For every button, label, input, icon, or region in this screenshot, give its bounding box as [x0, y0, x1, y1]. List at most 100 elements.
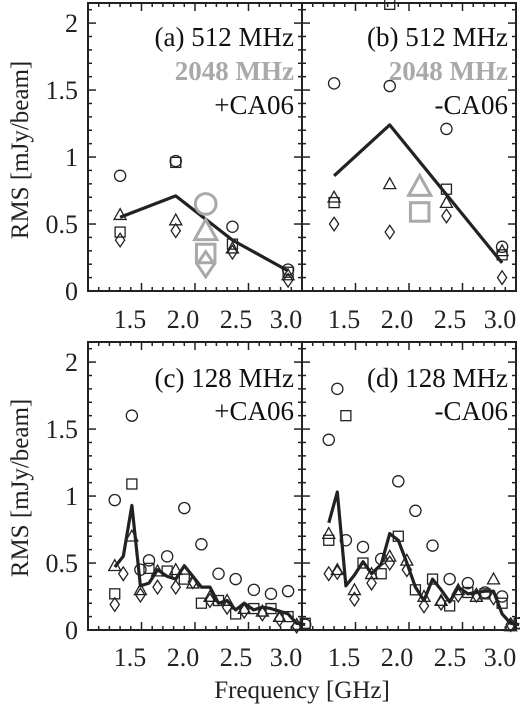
triangle-marker — [124, 528, 139, 542]
panel-ticks — [88, 342, 303, 630]
square-marker — [265, 602, 277, 615]
circle-marker — [443, 572, 456, 586]
circle-marker — [193, 192, 218, 216]
triangle-marker — [202, 589, 218, 602]
triangle-marker — [347, 582, 362, 596]
triangle-marker — [486, 571, 501, 585]
triangle-marker — [326, 189, 342, 203]
diamond-marker — [441, 208, 452, 224]
triangle-marker — [406, 172, 434, 197]
triangle-marker — [112, 207, 128, 221]
series-line — [113, 503, 306, 627]
diamond-marker — [109, 596, 121, 613]
marks-layer — [107, 0, 520, 634]
y-tick-label: 0 — [65, 616, 78, 645]
diamond-marker — [170, 222, 182, 239]
panel-d-label: (d) 128 MHz — [367, 363, 508, 393]
diamond-marker — [384, 224, 396, 241]
triangle-marker — [133, 582, 148, 596]
triangle-marker — [399, 553, 414, 566]
series-line — [333, 123, 504, 264]
diamond-marker — [496, 269, 508, 286]
panel-d-config-label: -CA06 — [435, 396, 509, 426]
circle-marker — [281, 584, 295, 598]
square-marker — [114, 226, 126, 238]
circle-marker — [108, 493, 122, 507]
x-tick-label: 1.5 — [328, 643, 361, 672]
diamond-marker — [435, 595, 447, 612]
square-marker — [143, 562, 155, 575]
triangle-marker — [280, 267, 296, 281]
triangle-marker — [364, 566, 379, 580]
panel-ticks — [302, 342, 517, 630]
circle-marker — [195, 538, 208, 551]
panel-ticks — [88, 3, 303, 291]
square-marker — [357, 557, 369, 569]
x-tick-label: 2.0 — [167, 643, 200, 672]
diamond-marker — [257, 605, 268, 622]
circle-marker — [134, 563, 147, 576]
diamond-marker — [505, 616, 517, 633]
series-line — [119, 194, 289, 273]
square-marker — [340, 410, 352, 422]
diamond-marker — [238, 603, 250, 620]
circle-marker — [125, 409, 139, 422]
panel-a-gray-label: 2048 MHz — [175, 56, 294, 86]
circle-marker — [392, 475, 405, 488]
circle-marker — [212, 567, 225, 580]
square-marker — [426, 573, 439, 585]
triangle-marker — [451, 582, 466, 596]
diamond-marker — [274, 611, 285, 628]
y-tick-label: 0.5 — [46, 549, 79, 578]
y-tick-label: 1 — [65, 482, 78, 511]
ticks-layer — [88, 3, 517, 630]
diamond-marker — [221, 599, 233, 616]
diamond-marker — [349, 591, 360, 608]
diamond-marker — [401, 561, 413, 578]
y-axis-title: RMS [mJy/beam] — [7, 399, 34, 577]
diamond-marker — [452, 587, 464, 604]
y-tick-label: 0.5 — [46, 210, 79, 239]
triangle-marker — [416, 589, 432, 602]
diamond-marker — [366, 575, 377, 592]
diamond-marker — [152, 579, 163, 596]
circle-marker — [226, 220, 239, 233]
square-marker — [194, 242, 217, 265]
circle-marker — [383, 79, 396, 93]
diamond-marker — [114, 232, 126, 249]
circle-marker — [331, 382, 344, 396]
triangle-marker — [382, 548, 397, 562]
square-marker — [282, 266, 294, 278]
panel-a-config-label: +CA06 — [214, 90, 294, 120]
circle-marker — [495, 240, 509, 254]
square-marker — [408, 201, 431, 223]
circle-marker — [339, 534, 353, 547]
x-tick-label: 2.0 — [381, 305, 414, 334]
circle-marker — [229, 572, 242, 586]
y-tick-label: 1 — [65, 143, 78, 172]
panel-marks — [112, 154, 296, 289]
square-marker — [440, 183, 453, 195]
square-marker — [126, 478, 138, 490]
square-marker — [384, 0, 396, 10]
diamond-marker — [170, 579, 182, 596]
triangle-marker — [168, 562, 183, 576]
x-tick-label: 3.0 — [484, 305, 517, 334]
square-marker — [375, 568, 387, 580]
x-tick-label: 2.5 — [220, 643, 253, 672]
triangle-marker — [150, 563, 165, 577]
triangle-marker — [225, 240, 240, 254]
diamond-marker — [488, 589, 499, 606]
square-marker — [323, 534, 335, 546]
circle-marker — [374, 552, 388, 566]
circle-marker — [247, 583, 261, 597]
circle-marker — [426, 539, 439, 552]
x-tick-label: 1.5 — [114, 643, 147, 672]
panel-marks — [321, 382, 520, 633]
diamond-marker — [384, 555, 396, 571]
x-tick-label: 2.0 — [167, 305, 200, 334]
circle-marker — [178, 501, 191, 515]
diamond-marker — [204, 592, 216, 609]
x-tick-label: 2.5 — [434, 643, 467, 672]
